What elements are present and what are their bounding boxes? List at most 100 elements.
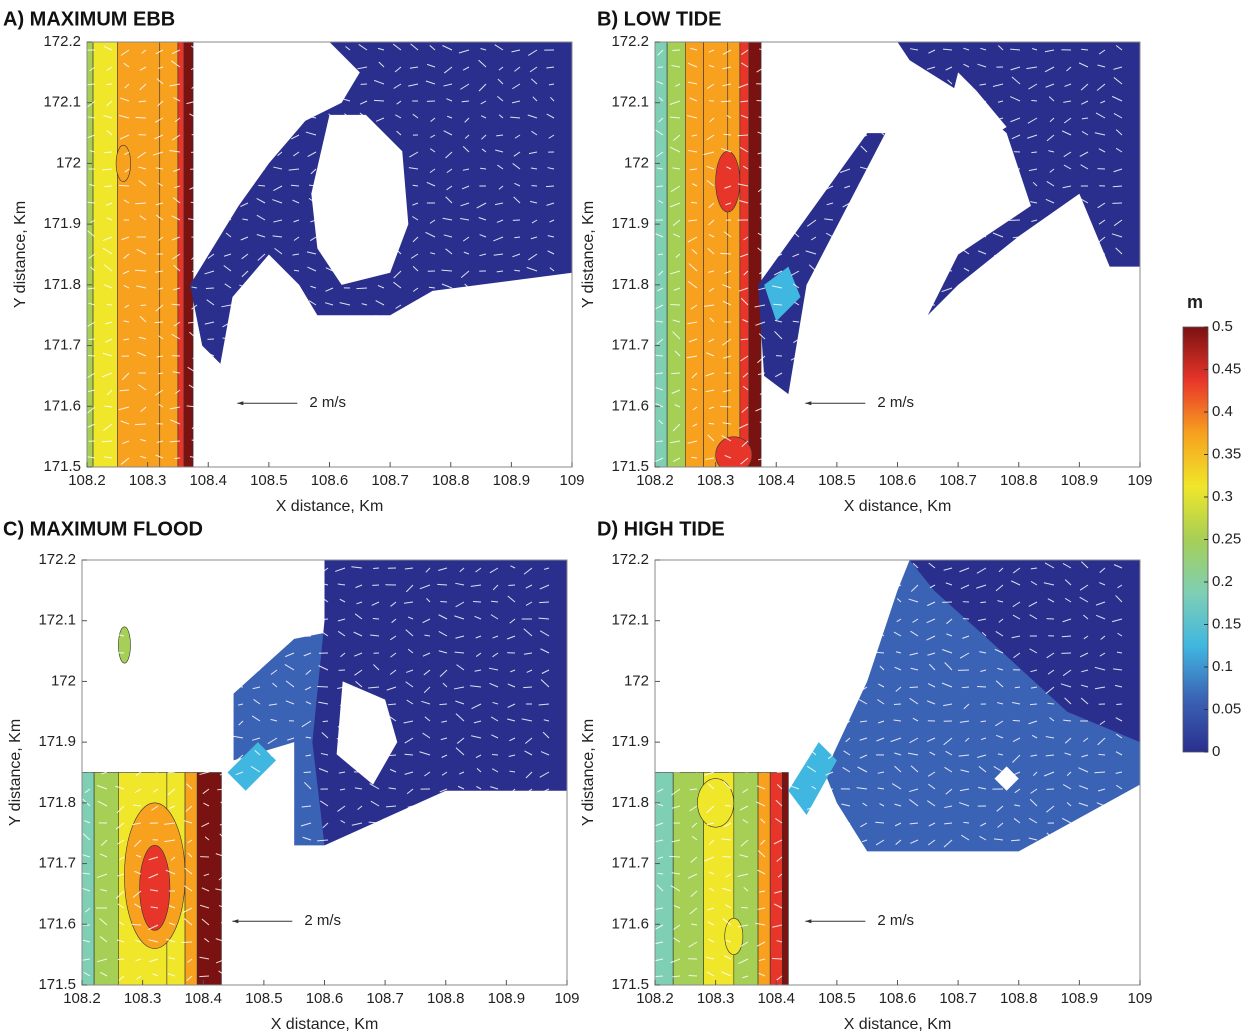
velocity-arrow xyxy=(207,352,215,357)
velocity-arrow xyxy=(720,735,732,739)
velocity-arrow xyxy=(481,440,487,445)
velocity-arrow xyxy=(253,563,261,569)
velocity-arrow xyxy=(877,856,885,862)
velocity-arrow xyxy=(322,79,334,85)
velocity-arrow xyxy=(385,805,397,808)
velocity-arrow xyxy=(240,64,249,68)
velocity-arrow xyxy=(412,419,419,425)
velocity-arrow xyxy=(328,372,334,378)
velocity-arrow xyxy=(945,582,953,586)
velocity-arrow xyxy=(794,975,800,979)
velocity-arrow xyxy=(671,734,681,739)
velocity-arrow xyxy=(510,788,516,794)
velocity-arrow xyxy=(1046,180,1055,187)
velocity-arrow xyxy=(307,389,317,397)
velocity-arrow xyxy=(406,699,414,705)
velocity-arrow xyxy=(183,820,193,824)
velocity-arrow xyxy=(525,941,533,946)
velocity-arrow xyxy=(688,338,698,343)
velocity-arrow xyxy=(658,567,664,573)
velocity-arrow xyxy=(411,439,419,442)
velocity-arrow xyxy=(926,99,936,102)
velocity-arrow xyxy=(462,236,470,242)
velocity-arrow xyxy=(240,202,249,208)
velocity-arrow xyxy=(891,270,902,278)
velocity-arrow xyxy=(825,900,834,909)
velocity-arrow xyxy=(709,117,715,123)
velocity-arrow xyxy=(979,333,987,340)
velocity-arrow xyxy=(946,618,953,625)
x-tick-label: 108.8 xyxy=(427,990,465,1007)
velocity-arrow xyxy=(543,719,550,722)
velocity-arrow xyxy=(509,954,516,960)
velocity-arrow xyxy=(373,702,380,705)
velocity-arrow xyxy=(992,906,1004,909)
velocity-arrow xyxy=(251,822,261,831)
velocity-arrow xyxy=(927,652,936,656)
scale-label: 2 m/s xyxy=(877,912,914,929)
velocity-arrow xyxy=(524,750,533,756)
velocity-arrow xyxy=(293,64,300,68)
velocity-arrow xyxy=(840,116,851,119)
velocity-arrow xyxy=(339,598,346,603)
velocity-arrow xyxy=(494,44,504,51)
velocity-arrow xyxy=(1030,385,1038,391)
velocity-arrow xyxy=(791,389,800,397)
velocity-arrow xyxy=(446,439,453,442)
velocity-arrow xyxy=(772,168,783,173)
velocity-arrow xyxy=(893,852,902,858)
velocity-arrow xyxy=(1011,839,1021,842)
velocity-arrow xyxy=(305,131,317,136)
velocity-arrow xyxy=(688,650,698,654)
velocity-arrow xyxy=(101,635,108,638)
velocity-arrow xyxy=(725,904,732,909)
velocity-arrow xyxy=(859,618,868,622)
velocity-arrow xyxy=(978,100,987,107)
velocity-arrow xyxy=(446,355,453,361)
x-tick-label: 108.7 xyxy=(366,990,404,1007)
velocity-arrow xyxy=(771,285,783,289)
velocity-arrow xyxy=(84,684,91,688)
velocity-arrow xyxy=(512,83,521,90)
velocity-arrow xyxy=(657,669,664,676)
velocity-arrow xyxy=(758,958,766,962)
velocity-arrow xyxy=(480,115,487,119)
velocity-arrow xyxy=(305,754,312,757)
velocity-arrow xyxy=(942,941,953,946)
velocity-arrow xyxy=(808,185,817,191)
velocity-arrow xyxy=(1080,164,1089,170)
velocity-arrow xyxy=(152,614,159,620)
velocity-arrow xyxy=(909,249,919,255)
velocity-arrow xyxy=(134,903,142,909)
velocity-arrow xyxy=(389,839,397,842)
velocity-arrow xyxy=(406,788,414,795)
velocity-arrow xyxy=(894,752,902,756)
velocity-arrow xyxy=(1063,719,1072,722)
velocity-arrow xyxy=(87,372,96,379)
y-tick-label: 171.5 xyxy=(43,458,81,475)
velocity-arrow xyxy=(487,907,499,910)
velocity-arrow xyxy=(481,321,487,325)
velocity-arrow xyxy=(858,907,868,915)
velocity-arrow xyxy=(522,907,533,911)
velocity-arrow xyxy=(1014,686,1021,689)
velocity-arrow xyxy=(722,49,732,55)
velocity-arrow xyxy=(1066,420,1072,425)
velocity-arrow xyxy=(893,957,902,960)
velocity-arrow xyxy=(273,452,283,459)
velocity-arrow xyxy=(284,956,295,960)
velocity-arrow xyxy=(526,803,533,807)
velocity-arrow xyxy=(657,856,664,860)
velocity-arrow xyxy=(158,335,164,340)
velocity-arrow xyxy=(995,372,1004,375)
velocity-arrow xyxy=(879,352,885,357)
velocity-arrow xyxy=(167,788,176,796)
velocity-arrow xyxy=(512,320,521,323)
velocity-arrow xyxy=(370,634,380,637)
velocity-arrow xyxy=(406,669,414,673)
velocity-arrow xyxy=(336,737,346,740)
velocity-arrow xyxy=(1043,970,1055,977)
velocity-arrow xyxy=(793,801,800,807)
velocity-arrow xyxy=(148,720,159,726)
velocity-arrow xyxy=(689,907,698,915)
